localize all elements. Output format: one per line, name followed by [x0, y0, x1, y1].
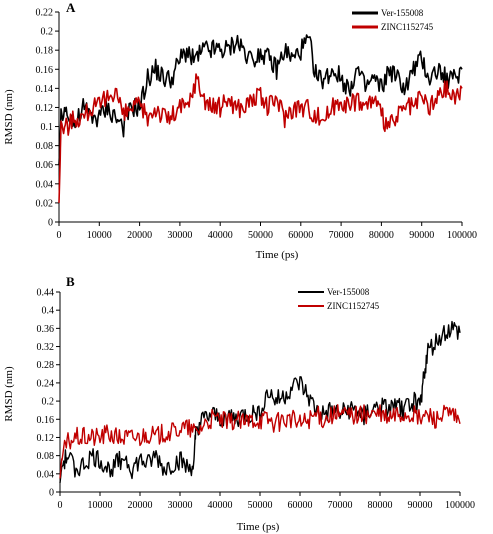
panel-b-x-tick-label: 90000 [408, 500, 433, 511]
panel-a-y-tick-label: 0.16 [36, 65, 54, 76]
panel-b-y-tick-label: 0.04 [37, 469, 55, 480]
panel-b-y-tick-label: 0.08 [37, 451, 55, 462]
panel-b-x-tick-label: 80000 [368, 500, 393, 511]
panel-a-x-tick-label: 40000 [208, 230, 233, 241]
panel-b-x-tick-label: 20000 [128, 500, 153, 511]
panel-b-x-tick-label: 10000 [88, 500, 113, 511]
panel-b-chart: B RMSD (nm) Time (ps) 00.040.080.120.160… [3, 274, 475, 533]
panel-b-legend: Ver-155008 ZINC1152745 [298, 287, 380, 311]
panel-b-x-tick-label: 30000 [168, 500, 193, 511]
panel-a-x-tick-label: 20000 [127, 230, 152, 241]
panel-b-y-tick-label: 0.44 [37, 288, 55, 299]
panel-b-y-tick-label: 0 [49, 488, 54, 499]
panel-b-x-tick-label: 100000 [445, 500, 475, 511]
panel-a-legend-label-ver-155008: Ver-155008 [381, 8, 424, 18]
panel-b-x-tick-label: 50000 [248, 500, 273, 511]
panel-a-y-tick-label: 0.02 [36, 198, 54, 209]
panel-a-series-layer [58, 34, 463, 203]
panel-a-y-tick-label: 0.14 [36, 84, 54, 95]
panel-a-axes: 0 0.02 0.04 0.06 0.08 0.1 0.12 0.14 0.16 0.18 0.2 0… [36, 8, 478, 242]
panel-a-y-tick-label: 0.2 [41, 27, 54, 38]
panel-b-series-layer [59, 320, 461, 483]
panel-a-x-tick-label: 100000 [447, 230, 477, 241]
panel-a-x-tick-label: 10000 [87, 230, 112, 241]
panel-a-y-tick-label: 0.1 [41, 122, 54, 133]
panel-a-x-tick-label: 80000 [369, 230, 394, 241]
panel-a-y-tick-label: 0.12 [36, 103, 54, 114]
panel-b-label: B [66, 274, 75, 289]
panel-a-y-tick-label: 0 [48, 218, 53, 229]
panel-b-axes: 0 0.04 0.08 0.12 0.16 0.2 0.24 0.28 0.32 0.36 0.4 0… [37, 288, 476, 512]
panel-a-y-tick-label: 0.06 [36, 160, 54, 171]
panel-b-y-tick-label: 0.16 [37, 415, 55, 426]
panel-b-series-ver-155008-line [59, 320, 461, 483]
panel-b-series-zinc1152745-line [59, 404, 461, 479]
panel-b-x-tick-label: 0 [58, 500, 63, 511]
panel-a-y-tick-label: 0.08 [36, 141, 54, 152]
panel-b-y-tick-label: 0.12 [37, 433, 55, 444]
panel-b-x-tick-label: 70000 [328, 500, 353, 511]
panel-b-y-tick-label: 0.2 [42, 397, 55, 408]
panel-a-x-tick-label: 70000 [329, 230, 354, 241]
panel-b-y-tick-label: 0.24 [37, 378, 55, 389]
panel-a-label: A [66, 0, 76, 15]
panel-a-x-tick-label: 50000 [248, 230, 273, 241]
panel-a-y-tick-label: 0.22 [36, 8, 54, 19]
panel-a-x-tick-label: 30000 [167, 230, 192, 241]
panel-b-x-tick-label: 40000 [208, 500, 233, 511]
panel-a-y-tick-label: 0.04 [36, 179, 54, 190]
panel-a-legend-label-zinc1152745: ZINC1152745 [381, 22, 434, 32]
panel-b-y-axis-label: RMSD (nm) [3, 366, 15, 422]
panel-b-y-tick-label: 0.28 [37, 360, 55, 371]
panel-a-x-tick-label: 60000 [288, 230, 313, 241]
panel-a-y-tick-label: 0.18 [36, 46, 54, 57]
panel-a-x-tick-label: 90000 [409, 230, 434, 241]
panel-a-x-tick-label: 0 [57, 230, 62, 241]
panel-b-x-axis-label: Time (ps) [237, 521, 280, 533]
panel-b-x-tick-label: 60000 [288, 500, 313, 511]
panel-a-y-axis-label: RMSD (nm) [3, 89, 15, 145]
panel-a-chart: A RMSD (nm) Time (ps) 00.020.040.060.080… [3, 0, 477, 261]
panel-a-x-axis-label: Time (ps) [256, 249, 299, 261]
panel-b-y-tick-label: 0.4 [42, 306, 55, 317]
panel-b-legend-label-ver-155008: Ver-155008 [327, 287, 370, 297]
panel-a-series-ver-155008-line [58, 34, 463, 165]
panel-a-legend: Ver-155008 ZINC1152745 [352, 8, 434, 32]
panel-b-legend-label-zinc1152745: ZINC1152745 [327, 301, 380, 311]
panel-b-y-tick-label: 0.36 [37, 324, 55, 335]
panel-b-y-tick-label: 0.32 [37, 342, 55, 353]
panel-a-series-zinc1152745-line [58, 73, 463, 203]
